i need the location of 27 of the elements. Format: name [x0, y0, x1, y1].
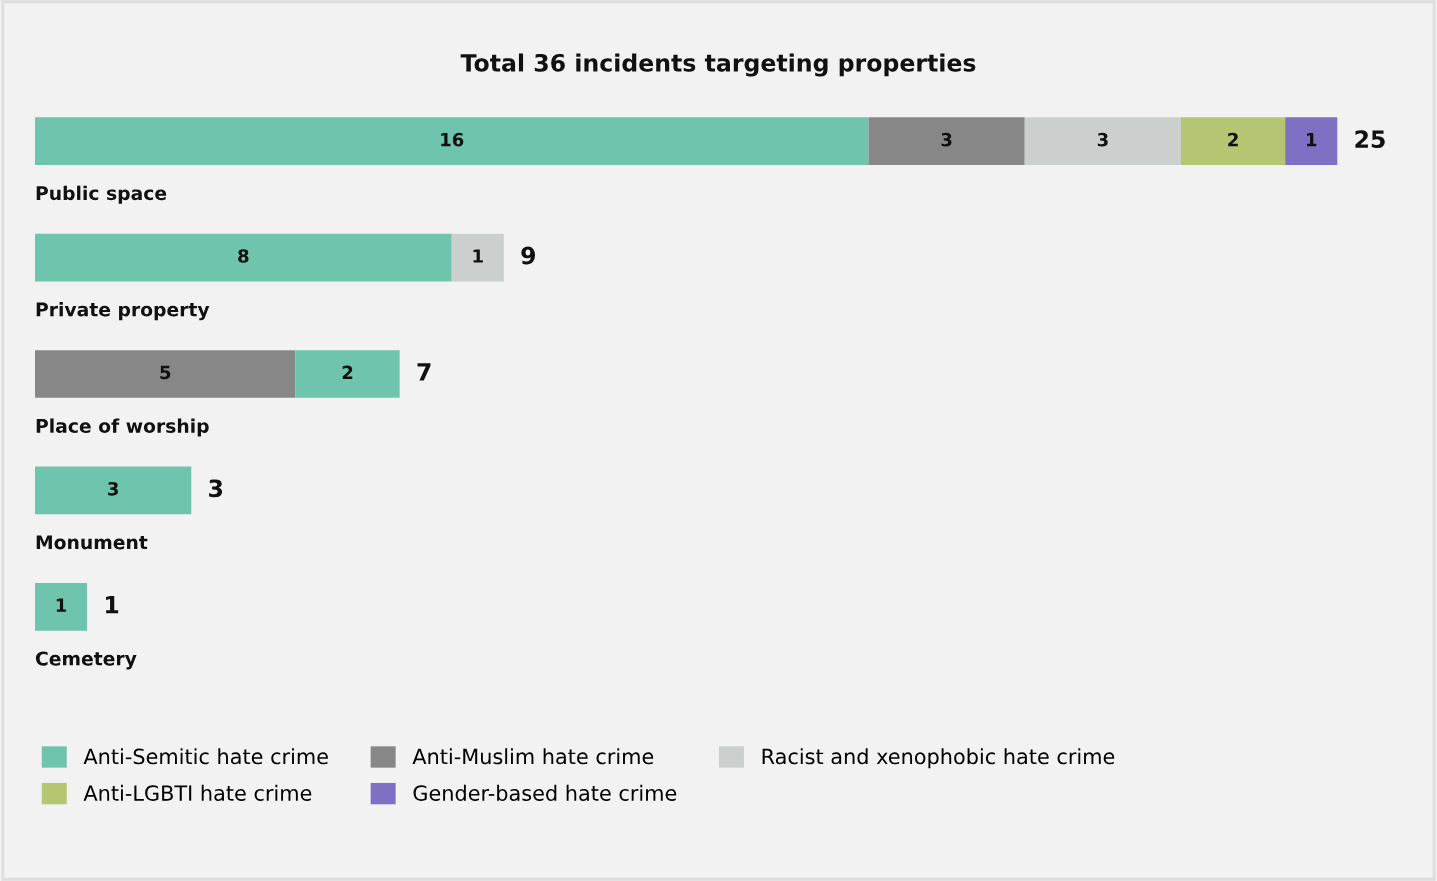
total-label: 3 — [209, 479, 223, 498]
data-label: 1 — [473, 249, 483, 263]
data-label: 2 — [342, 365, 353, 379]
total-label: 1 — [106, 596, 119, 614]
y-tick-label: Place of worship — [36, 418, 209, 437]
legend-label: Anti-Semitic hate crime — [83, 748, 328, 765]
y-tick-label: Private property — [36, 302, 210, 321]
total-label: 25 — [1355, 130, 1385, 149]
data-label: 8 — [238, 249, 249, 263]
y-tick-label: Monument — [36, 535, 148, 550]
y-tick-label: Public space — [36, 185, 167, 204]
data-label: 2 — [1228, 132, 1238, 147]
data-label: 5 — [160, 365, 171, 380]
data-label: 1 — [56, 598, 67, 612]
total-label: 9 — [521, 246, 536, 265]
legend-label: Racist and xenophobic hate crime — [762, 748, 1115, 769]
data-label: 3 — [941, 132, 952, 147]
total-label: 7 — [417, 363, 431, 381]
legend-label: Anti-LGBTI hate crime — [83, 784, 312, 801]
y-tick-label: Cemetery — [35, 651, 137, 670]
data-label: 1 — [1306, 133, 1317, 147]
chart-title: Total 36 incidents targeting properties — [460, 53, 976, 77]
data-label: 3 — [1097, 132, 1108, 147]
data-label: 16 — [441, 132, 464, 147]
legend-label: Gender-based hate crime — [413, 784, 677, 801]
data-label: 3 — [108, 481, 118, 496]
legend-label: Anti-Muslim hate crime — [412, 748, 654, 765]
